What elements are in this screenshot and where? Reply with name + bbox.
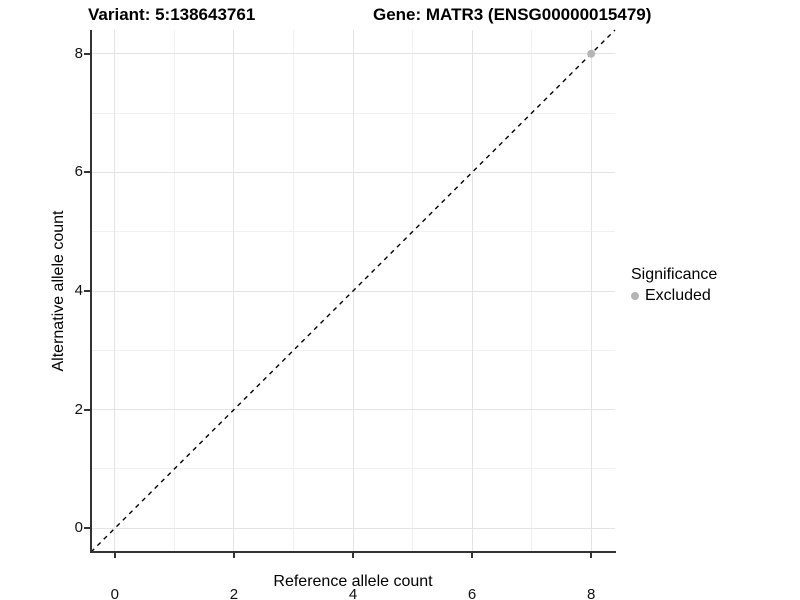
y-axis-line — [90, 30, 92, 553]
gridline-major-y — [91, 171, 615, 173]
legend: Significance Excluded — [631, 266, 717, 305]
gridline-major-y — [91, 53, 615, 55]
x-tick-mark — [590, 553, 593, 558]
plot-panel: 0 2 4 6 8 0 2 4 6 8 — [75, 29, 616, 600]
x-tick-label: 6 — [467, 586, 477, 600]
plot-canvas — [90, 29, 616, 553]
y-tick-mark — [84, 52, 91, 55]
x-tick-mark — [232, 553, 235, 558]
gridline-major-y — [91, 409, 615, 411]
y-tick-mark — [84, 408, 91, 411]
x-tick-label: 8 — [587, 586, 596, 600]
legend-item: Excluded — [631, 287, 717, 305]
x-tick-mark — [113, 553, 116, 558]
y-tick-label: 0 — [74, 519, 83, 537]
legend-item-label: Excluded — [645, 287, 711, 304]
legend-point-icon — [631, 292, 639, 300]
x-tick-label: 2 — [229, 586, 239, 600]
y-tick-label: 4 — [74, 282, 83, 299]
y-tick-mark — [84, 527, 91, 530]
y-tick-mark — [84, 290, 91, 292]
legend-title: Significance — [631, 266, 718, 283]
x-tick-mark — [471, 553, 474, 558]
x-tick-mark — [352, 553, 354, 558]
x-tick-label: 0 — [110, 586, 119, 600]
gene-title: Gene: MATR3 (ENSG00000015479) — [373, 5, 652, 24]
y-tick-label: 2 — [74, 400, 83, 418]
gridline-major-y — [91, 527, 615, 529]
identity-dashed-line — [90, 29, 616, 553]
x-tick-label: 4 — [348, 586, 358, 600]
data-point — [587, 49, 596, 58]
x-axis-line — [90, 551, 616, 553]
y-tick-mark — [84, 171, 91, 174]
variant-title: Variant: 5:138643761 — [88, 5, 256, 24]
y-tick-label: 8 — [74, 44, 83, 62]
x-axis-title: Reference allele count — [273, 573, 433, 590]
y-tick-label: 6 — [74, 163, 83, 181]
